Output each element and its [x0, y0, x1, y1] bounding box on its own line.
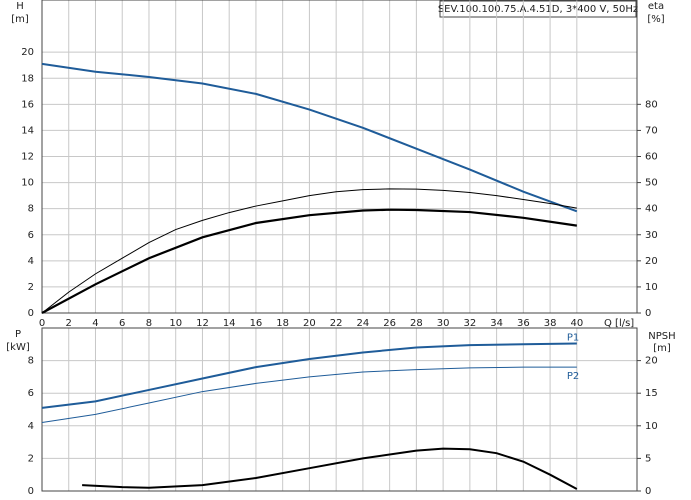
chart-title: SEV.100.100.75.A.4.51D, 3*400 V, 50Hz: [438, 4, 638, 15]
plot-frame: [41, 327, 638, 492]
y2-tick-label: 5: [645, 453, 651, 464]
x-tick-label: 10: [169, 318, 182, 329]
curve: [41, 366, 577, 424]
curve: [41, 342, 577, 409]
x-tick-label: 4: [92, 318, 98, 329]
y-tick-label: 6: [28, 230, 34, 241]
y2-tick-label: 30: [645, 230, 658, 241]
y-tick-label: 2: [28, 453, 34, 464]
x-tick-label: 24: [357, 318, 370, 329]
curve: [82, 447, 578, 490]
y2-tick-label: 40: [645, 204, 658, 215]
x-tick-label: 6: [119, 318, 125, 329]
x-tick-label: 36: [517, 318, 530, 329]
x-tick-label: 14: [223, 318, 236, 329]
x-tick-label: 8: [146, 318, 152, 329]
curve: [41, 208, 577, 314]
y-tick-label: 0: [28, 486, 34, 497]
y-tick-label: 10: [21, 178, 34, 189]
y-tick-label: 4: [28, 421, 34, 432]
y-tick-label: 16: [21, 99, 34, 110]
x-tick-label: 30: [437, 318, 450, 329]
y2-unit: [m]: [653, 343, 671, 354]
y-label: H: [16, 1, 24, 12]
y-tick-label: 2: [28, 282, 34, 293]
x-tick-label: 2: [66, 318, 72, 329]
y-tick-label: 6: [28, 388, 34, 399]
x-tick-label: 34: [490, 318, 503, 329]
x-tick-label: 26: [383, 318, 396, 329]
y2-tick-label: 80: [645, 99, 658, 110]
x-tick-label: 22: [330, 318, 343, 329]
y-tick-label: 12: [21, 152, 34, 163]
x-tick-label: 16: [250, 318, 263, 329]
series-label: P2: [567, 371, 579, 382]
y-unit: [m]: [11, 14, 29, 25]
x-tick-label: 38: [544, 318, 557, 329]
x-tick-label: 28: [410, 318, 423, 329]
curve: [41, 188, 577, 314]
x-label: Q [l/s]: [604, 318, 634, 329]
y2-tick-label: 0: [645, 486, 651, 497]
y-label: P: [15, 329, 21, 340]
y-tick-label: 8: [28, 204, 34, 215]
y2-label: NPSH: [648, 331, 675, 342]
y-tick-label: 14: [21, 125, 34, 136]
y2-tick-label: 50: [645, 178, 658, 189]
x-tick-label: 32: [463, 318, 476, 329]
y-tick-label: 20: [21, 47, 34, 58]
y2-tick-label: 20: [645, 256, 658, 267]
x-tick-label: 0: [39, 318, 45, 329]
x-tick-label: 20: [303, 318, 316, 329]
x-tick-label: 12: [196, 318, 209, 329]
plot-frame: [41, 0, 638, 314]
y2-tick-label: 20: [645, 356, 658, 367]
y2-tick-label: 15: [645, 388, 658, 399]
y2-tick-label: 10: [645, 421, 658, 432]
y-tick-label: 8: [28, 356, 34, 367]
y2-tick-label: 10: [645, 282, 658, 293]
curve: [41, 62, 578, 213]
y-tick-label: 18: [21, 73, 34, 84]
y2-tick-label: 70: [645, 125, 658, 136]
title-box: [439, 0, 637, 18]
x-tick-label: 18: [276, 318, 289, 329]
y2-tick-label: 0: [645, 308, 651, 319]
x-tick-label: 40: [570, 318, 583, 329]
y2-tick-label: 60: [645, 152, 658, 163]
y2-label: eta: [648, 1, 664, 12]
y2-unit: [%]: [647, 14, 664, 25]
series-label: P1: [567, 332, 579, 343]
y-unit: [kW]: [6, 342, 30, 353]
y-tick-label: 4: [28, 256, 34, 267]
y-tick-label: 0: [28, 308, 34, 319]
